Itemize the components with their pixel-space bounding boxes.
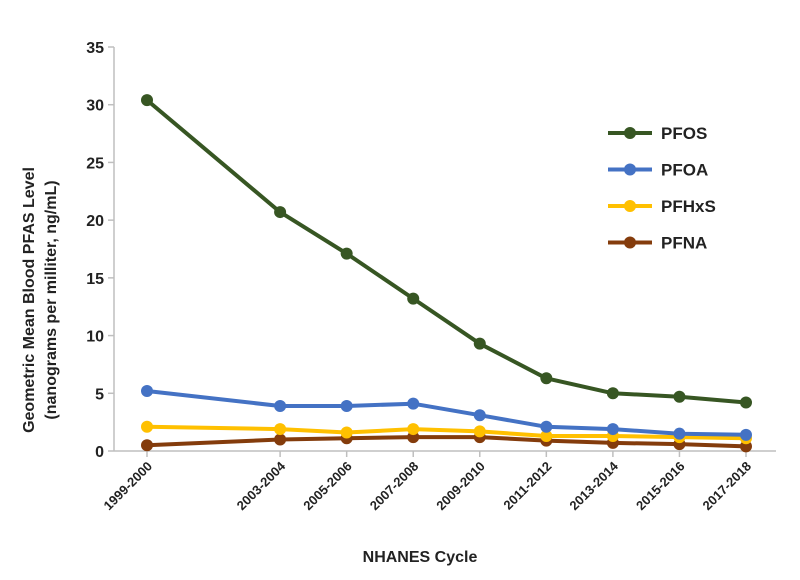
data-point-pfoa	[407, 397, 420, 410]
data-point-pfhxs	[473, 425, 486, 438]
legend-label-pfna: PFNA	[661, 234, 707, 253]
data-point-pfos	[407, 292, 420, 305]
data-point-pfoa	[540, 420, 553, 433]
data-point-pfoa	[673, 427, 686, 440]
x-axis-title: NHANES Cycle	[363, 549, 478, 566]
data-point-pfoa	[141, 384, 153, 397]
x-tick-label: 2009-2010	[433, 459, 488, 514]
x-tick-label: 2003-2004	[234, 458, 289, 513]
data-point-pfos	[274, 206, 287, 219]
data-point-pfos	[740, 396, 752, 409]
y-tick-label: 35	[86, 40, 104, 57]
data-point-pfhxs	[274, 423, 287, 436]
x-axis: 1999-2000 2003-2004 2005-2006 2007-2008 2009…	[101, 450, 776, 514]
y-axis-title-line1: Geometric Mean Blood PFAS Level	[21, 167, 38, 433]
data-point-pfoa	[274, 399, 287, 412]
y-tick-label: 0	[95, 444, 104, 461]
x-tick-label: 2007-2008	[367, 459, 422, 514]
y-tick-label: 15	[86, 271, 104, 288]
data-point-pfna	[141, 439, 153, 452]
data-point-pfoa	[473, 409, 486, 422]
x-tick-label: 1999-2000	[101, 459, 156, 514]
legend-label-pfoa: PFOA	[661, 161, 708, 180]
data-point-pfos	[473, 337, 486, 350]
series-lines	[141, 94, 752, 453]
x-tick-label: 2011-2012	[500, 459, 554, 513]
x-tick-label: 2013-2014	[566, 458, 621, 513]
y-axis: 0 5 10 15 20 25 30 35	[86, 40, 115, 461]
x-tick-label: 2015-2016	[633, 459, 688, 514]
legend-marker-pfhxs	[624, 200, 636, 212]
y-tick-label: 10	[86, 329, 104, 346]
data-point-pfoa	[340, 399, 353, 412]
y-axis-title-line2: (nanograms per milliter, ng/mL)	[43, 180, 60, 419]
data-point-pfhxs	[340, 426, 353, 439]
data-point-pfos	[141, 94, 153, 107]
y-tick-label: 5	[95, 386, 104, 403]
series-line-pfos	[145, 98, 748, 405]
legend-marker-pfna	[624, 236, 636, 249]
legend-label-pfos: PFOS	[661, 124, 707, 143]
legend: PFOS PFOA PFHxS PFNA	[608, 124, 716, 253]
data-point-pfos	[540, 372, 553, 385]
y-tick-label: 25	[86, 155, 104, 172]
y-tick-label: 30	[86, 98, 104, 115]
y-tick-label: 20	[86, 213, 104, 230]
x-tick-label: 2017-2018	[700, 459, 755, 514]
data-point-pfoa	[740, 428, 752, 441]
legend-marker-pfos	[624, 127, 636, 139]
data-point-pfhxs	[540, 429, 553, 442]
data-point-pfoa	[606, 423, 619, 436]
data-point-pfna	[274, 433, 287, 446]
legend-label-pfhxs: PFHxS	[661, 197, 716, 216]
legend-marker-pfoa	[624, 163, 636, 176]
data-point-pfhxs	[141, 420, 153, 433]
series-pfoa	[141, 384, 752, 441]
data-point-pfhxs	[407, 423, 420, 436]
x-tick-label: 2005-2006	[300, 459, 355, 514]
data-point-pfos	[340, 247, 353, 260]
data-point-pfos	[606, 387, 619, 400]
data-point-pfos	[673, 390, 686, 403]
series-pfos	[141, 94, 752, 409]
